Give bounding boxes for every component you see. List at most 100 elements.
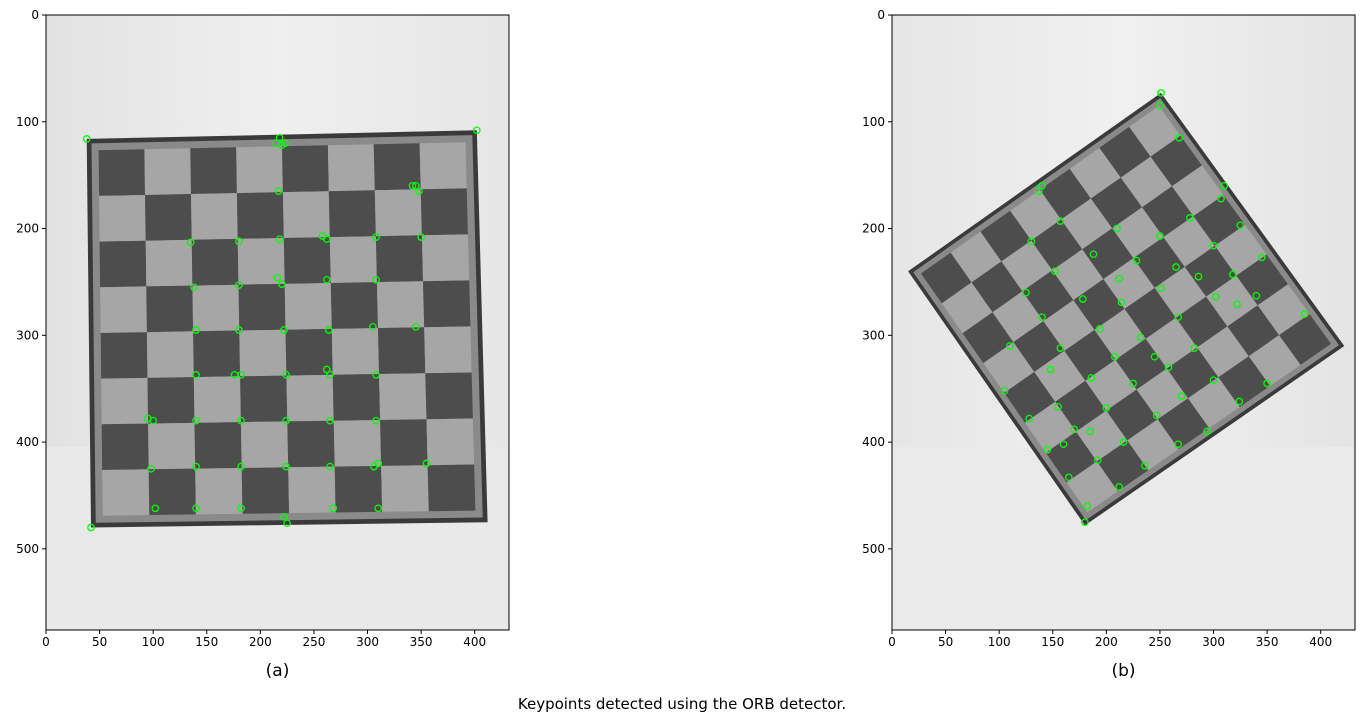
- board-square: [287, 420, 335, 468]
- keypoint: [1164, 363, 1173, 372]
- keypoint: [1027, 237, 1036, 246]
- keypoint: [472, 126, 481, 135]
- x-axis: 0 50 100 150 200 250 300 350 400: [888, 630, 1332, 649]
- board-square: [239, 329, 287, 377]
- board-square: [101, 377, 149, 425]
- board-square: [1090, 177, 1143, 229]
- board-square: [99, 195, 146, 242]
- board-square: [1013, 321, 1065, 372]
- keypoint: [1117, 298, 1126, 307]
- board-square: [1025, 401, 1077, 453]
- board-square: [1069, 147, 1121, 199]
- keypoint: [237, 416, 245, 425]
- keypoint: [1252, 291, 1261, 300]
- keypoint: [237, 504, 245, 513]
- board-square: [381, 465, 429, 512]
- board-square: [193, 376, 241, 423]
- keypoints: [1000, 89, 1309, 527]
- board-square: [99, 240, 147, 288]
- board-square: [1052, 249, 1104, 301]
- board-square: [1129, 105, 1181, 157]
- board-square: [238, 283, 286, 331]
- board-square: [1157, 398, 1210, 450]
- board-square: [98, 149, 145, 196]
- board-square: [1022, 270, 1074, 322]
- board-square: [1193, 195, 1245, 246]
- board-square: [426, 418, 475, 466]
- board-square: [148, 422, 196, 470]
- keypoint: [1034, 187, 1043, 196]
- keypoint: [87, 523, 95, 532]
- keypoint: [274, 187, 283, 196]
- board-square: [333, 420, 382, 467]
- keypoint: [318, 232, 327, 240]
- board-square: [100, 332, 148, 379]
- keypoint: [329, 504, 338, 513]
- keypoint: [1115, 483, 1124, 491]
- board-square: [1279, 314, 1331, 365]
- board-square: [241, 467, 290, 514]
- board-square: [102, 469, 150, 516]
- keypoint: [1051, 267, 1059, 276]
- board-square: [144, 148, 191, 195]
- board-square: [237, 238, 285, 285]
- board-square: [146, 331, 194, 378]
- board-square: [288, 466, 336, 514]
- keypoint: [1025, 414, 1034, 423]
- keypoint: [422, 459, 431, 468]
- keypoint: [1300, 310, 1309, 318]
- keypoint: [230, 370, 239, 379]
- board-square: [375, 235, 423, 283]
- keypoint: [372, 416, 380, 425]
- x-tick-label: 0: [42, 635, 50, 649]
- board-square: [236, 146, 283, 194]
- board-square: [327, 144, 375, 192]
- keypoint: [1156, 232, 1164, 240]
- keypoint: [325, 326, 333, 334]
- axes-frame: [45, 14, 510, 631]
- keypoint: [326, 462, 334, 471]
- keypoint: [411, 322, 420, 331]
- board-square: [1112, 207, 1164, 259]
- keypoint: [147, 464, 155, 473]
- keypoint: [1070, 425, 1079, 434]
- keypoint: [1150, 352, 1159, 361]
- board-square: [421, 234, 470, 282]
- x-tick-label: 50: [938, 635, 953, 649]
- board-square: [1166, 347, 1219, 399]
- board-square: [191, 238, 239, 286]
- board-square: [950, 231, 1002, 283]
- board-square: [240, 375, 288, 423]
- figure-caption: Keypoints detected using the ORB detecto…: [517, 695, 847, 713]
- keypoint: [1235, 397, 1244, 406]
- board-square: [331, 328, 379, 375]
- y-tick-label: 400: [16, 435, 39, 449]
- board-square: [423, 280, 471, 328]
- keypoint: [192, 416, 200, 425]
- x-tick-label: 350: [410, 635, 433, 649]
- board-square: [1154, 266, 1207, 318]
- x-axis: 0 50 100 150 200 250 300 350 400: [42, 630, 486, 649]
- keypoint: [326, 416, 334, 425]
- keypoint: [1089, 250, 1098, 259]
- keypoint: [1257, 253, 1266, 262]
- board-square: [1096, 440, 1149, 492]
- board-square: [1043, 300, 1095, 351]
- board-square: [1136, 368, 1188, 420]
- board-square: [992, 291, 1044, 343]
- board-square: [373, 143, 421, 191]
- keypoint: [1078, 295, 1087, 303]
- keypoint: [1141, 461, 1149, 470]
- board-square: [1034, 350, 1086, 402]
- board-square: [1163, 216, 1215, 267]
- board-square: [192, 284, 240, 332]
- board-square: [191, 193, 238, 240]
- x-tick-label: 100: [142, 635, 165, 649]
- keypoint: [1211, 293, 1220, 301]
- keypoint: [1006, 342, 1014, 350]
- keypoint: [372, 233, 380, 241]
- board-square: [1004, 371, 1056, 423]
- keypoint: [1132, 256, 1141, 265]
- keypoint: [1233, 300, 1241, 309]
